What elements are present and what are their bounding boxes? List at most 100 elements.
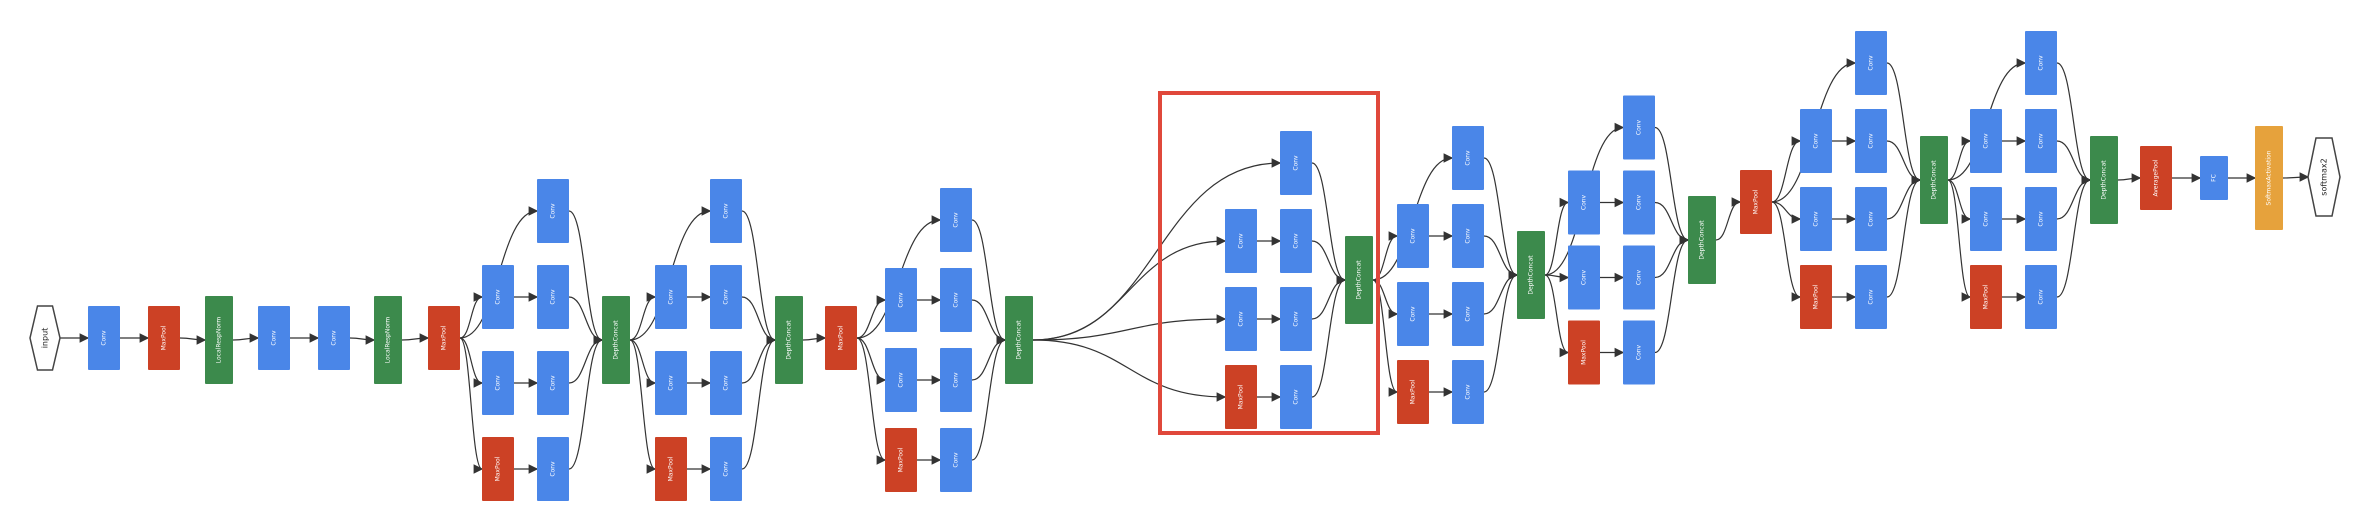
inception-4a-conv3x3-reduce: Conv [885, 268, 917, 332]
edge [401, 333, 430, 343]
inception-4d-concat: DepthConcat [1688, 196, 1716, 284]
edge [459, 337, 484, 474]
inception-4d-concat-label: DepthConcat [1699, 220, 1706, 260]
inception-4a-conv5x5-reduce: Conv [885, 348, 917, 412]
inception-4c-conv3x3: Conv [1452, 204, 1484, 268]
inception-4a-conv5x5-reduce-label: Conv [898, 372, 905, 388]
inception-3b-conv3x3-reduce: Conv [655, 265, 687, 329]
inception-5b-conv1x1-label: Conv [2038, 55, 2045, 71]
stem-conv-2-label: Conv [271, 330, 278, 346]
inception-5a-conv3x3: Conv [1855, 109, 1887, 173]
inception-5a-conv1x1-label: Conv [1868, 55, 1875, 71]
inception-4d-conv1x1: Conv [1623, 95, 1655, 160]
stem-lrn-2-label: LocalRespNorm [385, 317, 392, 364]
inception-3a-pool-label: MaxPool [495, 456, 502, 481]
inception-5a-conv5x5-reduce-label: Conv [1813, 211, 1820, 227]
edge [1771, 201, 1802, 224]
inception-4c-conv5x5-label: Conv [1465, 306, 1472, 322]
inception-4d-conv1x1-label: Conv [1636, 119, 1643, 135]
inception-5b-conv1x1: Conv [2025, 31, 2057, 95]
edge [1654, 126, 1690, 245]
edge [1372, 231, 1399, 281]
inception-4b-conv1x1-label: Conv [1293, 155, 1300, 171]
edge [2056, 62, 2092, 185]
edge [971, 335, 1007, 381]
edge [629, 292, 657, 341]
inception-3a-concat: DepthConcat [602, 296, 630, 384]
edge [1311, 275, 1347, 398]
maxpool-4-label: MaxPool [1753, 189, 1760, 214]
inception-3a-conv5x5-reduce: Conv [482, 351, 514, 415]
output-node: softmax2 [2307, 137, 2341, 217]
edge [856, 337, 887, 465]
edge [629, 339, 657, 388]
inception-4b-pool-label: MaxPool [1238, 384, 1245, 409]
edge [2056, 140, 2092, 185]
stem-conv-3-label: Conv [331, 330, 338, 346]
inception-4b-conv3x3-reduce-label: Conv [1238, 233, 1245, 249]
inception-5a-pool-proj: Conv [1855, 265, 1887, 329]
inception-5b-conv3x3-reduce-label: Conv [1983, 133, 1990, 149]
maxpool-3: MaxPool [825, 306, 857, 370]
inception-4c-pool-proj: Conv [1452, 360, 1484, 424]
inception-3b-pool-proj-label: Conv [723, 461, 730, 477]
stem-conv-2: Conv [258, 306, 290, 370]
edge [856, 337, 887, 385]
inception-5b-pool-proj: Conv [2025, 265, 2057, 329]
inception-4d-conv3x3: Conv [1623, 170, 1655, 235]
inception-5b-conv3x3-label: Conv [2038, 133, 2045, 149]
inception-4b-pool-proj: Conv [1280, 365, 1312, 429]
edge [1483, 157, 1519, 280]
edge [1886, 62, 1922, 185]
inception-3b-concat: DepthConcat [775, 296, 803, 384]
inception-3a-conv1x1-label: Conv [550, 203, 557, 219]
inception-4a-pool-proj: Conv [940, 428, 972, 492]
softmax-activation-label: SoftmaxActivation [2266, 150, 2273, 205]
edge [1886, 175, 1922, 220]
inception-3a-conv3x3-reduce-label: Conv [495, 289, 502, 305]
inception-3a-conv3x3: Conv [537, 265, 569, 329]
inception-4c-concat-label: DepthConcat [1528, 255, 1535, 295]
inception-3a-pool-proj-label: Conv [550, 461, 557, 477]
edge [179, 335, 207, 345]
inception-4b-conv5x5: Conv [1280, 287, 1312, 351]
edge [349, 335, 376, 345]
inception-4a-concat-label: DepthConcat [1016, 320, 1023, 360]
highlight-frame [1158, 91, 1380, 435]
inception-4a-pool-proj-label: Conv [953, 452, 960, 468]
inception-4d-pool-label: MaxPool [1581, 340, 1588, 365]
inception-5a-pool-proj-label: Conv [1868, 289, 1875, 305]
inception-3b-pool-label: MaxPool [668, 456, 675, 481]
inception-5a-concat: DepthConcat [1920, 136, 1948, 224]
inception-3a-conv5x5-reduce-label: Conv [495, 375, 502, 391]
inception-3b-conv3x3-reduce-label: Conv [668, 289, 675, 305]
inception-4c-conv3x3-reduce: Conv [1397, 204, 1429, 268]
inception-4c-conv5x5-reduce: Conv [1397, 282, 1429, 346]
inception-3a-pool: MaxPool [482, 437, 514, 501]
edge [741, 335, 777, 384]
fc-layer-label: FC [2211, 174, 2218, 182]
inception-3b-conv5x5-label: Conv [723, 375, 730, 391]
edge [1311, 275, 1347, 320]
inception-3b-conv1x1: Conv [710, 179, 742, 243]
inception-5b-conv5x5-reduce-label: Conv [1983, 211, 1990, 227]
inception-4b-concat-label: DepthConcat [1356, 260, 1363, 300]
inception-5b-conv3x3: Conv [2025, 109, 2057, 173]
stem-maxpool-1-label: MaxPool [161, 325, 168, 350]
inception-5b-pool-proj-label: Conv [2038, 289, 2045, 305]
edge [1311, 162, 1347, 285]
inception-4c-conv3x3-reduce-label: Conv [1410, 228, 1417, 244]
inception-5a-conv3x3-label: Conv [1868, 133, 1875, 149]
inception-4a-concat: DepthConcat [1005, 296, 1033, 384]
edge [568, 335, 604, 384]
stem-conv-1-label: Conv [101, 330, 108, 346]
edge [1654, 201, 1690, 245]
inception-4c-pool-label: MaxPool [1410, 379, 1417, 404]
inception-4c-pool-proj-label: Conv [1465, 384, 1472, 400]
edge [1483, 270, 1519, 393]
edge [1771, 136, 1802, 203]
average-pool-label: AveragePool [2153, 159, 2160, 196]
edge [856, 295, 887, 339]
stem-maxpool-2: MaxPool [428, 306, 460, 370]
